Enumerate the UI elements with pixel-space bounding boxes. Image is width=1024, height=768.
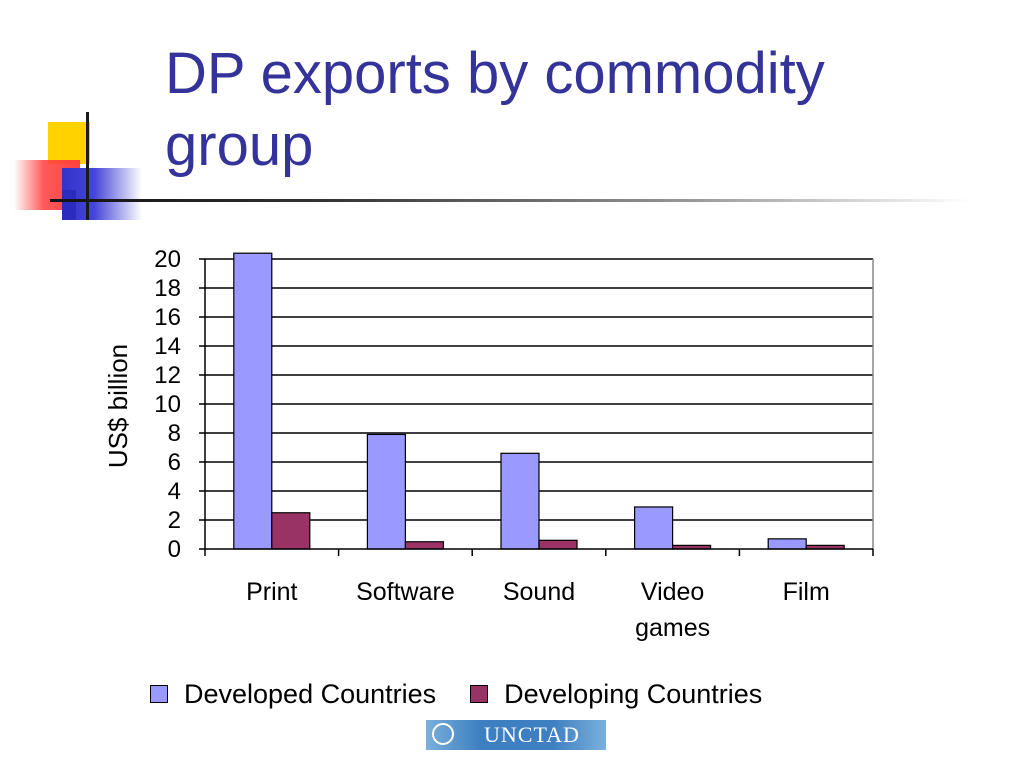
y-tick-label: 8 <box>168 420 181 447</box>
y-tick-label: 18 <box>154 275 181 302</box>
legend-swatch-developed <box>150 685 168 703</box>
unctad-logo: UNCTAD <box>426 720 606 750</box>
x-tick-label: Sound <box>503 578 575 606</box>
y-tick-label: 4 <box>168 478 181 505</box>
bar-developed <box>767 538 807 550</box>
un-emblem-icon <box>432 723 454 745</box>
bar-developed <box>633 506 674 550</box>
legend-item-developing: Developing Countries <box>470 679 762 710</box>
x-tick-label: Film <box>783 578 830 606</box>
chart-legend: Developed Countries Developing Countries <box>150 676 796 712</box>
slide-title: DP exports by commodity group <box>165 41 825 178</box>
bar-developed <box>233 252 273 550</box>
x-tick-label: Video <box>641 578 705 606</box>
x-tick-label: Print <box>246 578 297 606</box>
y-tick-label: 6 <box>168 449 181 476</box>
bar-developing <box>404 541 444 550</box>
y-tick-label: 14 <box>154 333 181 360</box>
legend-label-developing: Developing Countries <box>504 678 763 709</box>
y-tick-label: 12 <box>154 362 181 389</box>
decor-yellow-square <box>48 122 90 164</box>
decor-blue-block <box>62 190 76 220</box>
legend-label-developed: Developed Countries <box>184 678 437 709</box>
legend-swatch-developing <box>470 685 489 703</box>
decor-vertical-line <box>86 112 89 220</box>
y-tick-label: 0 <box>168 536 181 563</box>
bar-developing <box>538 539 578 550</box>
y-tick-label: 10 <box>154 391 181 418</box>
legend-item-developed: Developed Countries <box>150 679 436 710</box>
y-axis-label: US$ billion <box>103 344 133 468</box>
bar-developed <box>500 452 540 550</box>
y-tick-label: 2 <box>168 507 181 534</box>
y-tick-label: 20 <box>154 246 181 273</box>
y-tick-label: 16 <box>154 304 181 331</box>
x-tick-label: Software <box>356 578 455 606</box>
bar-developing <box>271 512 311 550</box>
title-underline <box>50 199 970 202</box>
x-tick-label: games <box>635 614 710 642</box>
bar-developed <box>366 433 406 550</box>
logo-text: UNCTAD <box>484 722 580 747</box>
